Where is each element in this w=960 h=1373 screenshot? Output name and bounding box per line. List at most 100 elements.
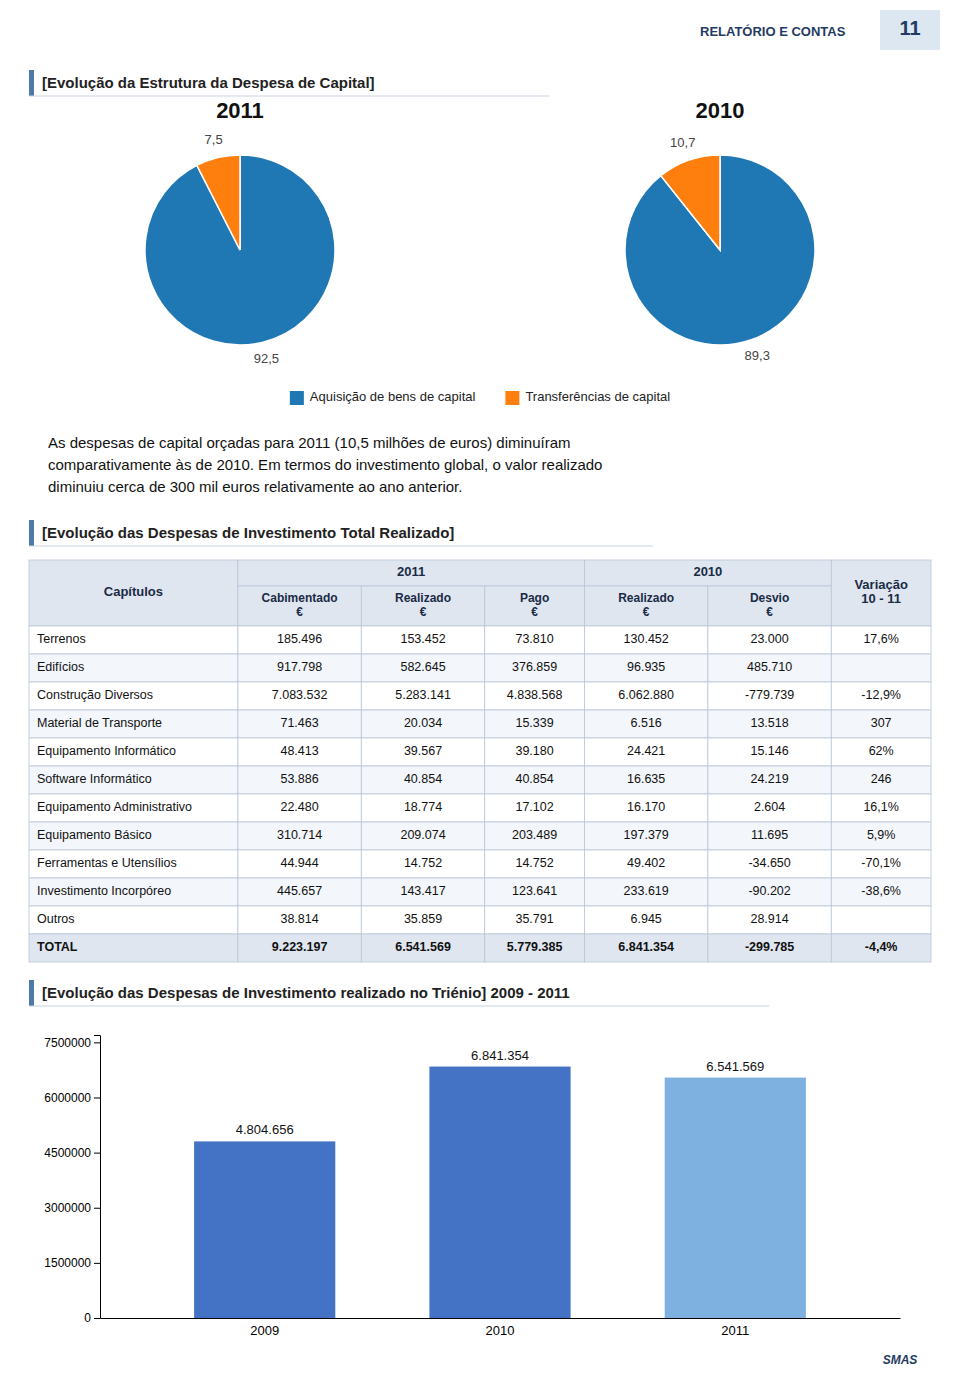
table-header-text: Realizado€ [395, 591, 451, 619]
body-text: comparativamente às de 2010. Em termos d… [48, 456, 602, 473]
table-cell-text: 15.339 [515, 716, 553, 730]
table-cell [708, 906, 831, 934]
table-header-cell [708, 586, 831, 626]
data-label: 10,7 [670, 135, 695, 150]
table-cell-text: 233.619 [624, 884, 669, 898]
table-cell [831, 626, 931, 654]
table-cell-text: 5.283.141 [395, 688, 451, 702]
table-cell-text: 38.814 [280, 912, 318, 926]
table-cell-text: 209.074 [400, 828, 445, 842]
table-cell [238, 850, 361, 878]
table-header-cell [485, 586, 585, 626]
table-cell [361, 626, 484, 654]
x-axis: 200920102011 [101, 1319, 901, 1339]
page: RELATÓRIO E CONTAS11[Evolução da Estrutu… [0, 0, 960, 1373]
table-cell [831, 822, 931, 850]
table-cell-text: 4.838.568 [507, 688, 563, 702]
table-header-cell [29, 560, 238, 626]
pie-series-title: 2010 [696, 98, 745, 123]
table-cell [584, 682, 707, 710]
table-cell [29, 766, 238, 794]
y-tick-mark [94, 1097, 100, 1098]
table-cell [831, 794, 931, 822]
table-group-cell [238, 560, 585, 586]
section-title: [Evolução da Estrutura da Despesa de Cap… [42, 74, 375, 91]
table-header-text: Pago€ [520, 591, 549, 619]
table-cell [708, 654, 831, 682]
data-label: 6.841.354 [471, 1048, 529, 1063]
table-cell-text: 130.452 [624, 632, 669, 646]
table-cell [584, 906, 707, 934]
y-axis: 015000003000000450000060000007500000 [44, 1036, 100, 1326]
table-cell [361, 794, 484, 822]
table-cell [361, 766, 484, 794]
table-cell [361, 682, 484, 710]
table-cell-text: 5.779.385 [507, 940, 563, 954]
table-cell [238, 878, 361, 906]
y-tick-label: 7500000 [44, 1036, 91, 1050]
y-tick-mark [94, 1042, 100, 1043]
table-cell-text: Terrenos [37, 632, 86, 646]
table-cell [584, 626, 707, 654]
table-cell [584, 934, 707, 962]
table-cell-text: 582.645 [400, 660, 445, 674]
table-cell-text: 246 [871, 772, 892, 786]
table-cell [29, 654, 238, 682]
table-cell [584, 878, 707, 906]
pie-slice [625, 155, 815, 345]
table-cell-text: 16.635 [627, 772, 665, 786]
table-cell-text: 376.859 [512, 660, 557, 674]
x-tick-label: 2009 [250, 1323, 279, 1338]
table-cell [238, 822, 361, 850]
table-cell [238, 654, 361, 682]
table-cell-text: 5,9% [867, 828, 896, 842]
table-cell [29, 822, 238, 850]
body-text: As despesas de capital orçadas para 2011… [48, 434, 571, 451]
table-header-text: Realizado€ [618, 591, 674, 619]
pie-slice [197, 155, 240, 250]
table-cell-text: 203.489 [512, 828, 557, 842]
table-cell [708, 710, 831, 738]
table-group-cell [584, 560, 831, 586]
section-bar [29, 70, 34, 96]
table-cell [361, 850, 484, 878]
table-cell [361, 710, 484, 738]
table-cell [238, 626, 361, 654]
table-cell-text: 7.083.532 [272, 688, 328, 702]
table-cell-text: 53.886 [280, 772, 318, 786]
table-cell [485, 738, 585, 766]
table-cell-text: Material de Transporte [37, 716, 162, 730]
table-cell [238, 794, 361, 822]
y-tick-mark [94, 1153, 100, 1154]
y-tick-label: 4500000 [44, 1146, 91, 1160]
table-cell [485, 906, 585, 934]
section-title: [Evolução das Despesas de Investimento T… [42, 524, 454, 541]
table-cell-text: 6.541.569 [395, 940, 451, 954]
table-cell [708, 738, 831, 766]
table-cell-text: 71.463 [280, 716, 318, 730]
section-bar [29, 980, 34, 1006]
table-cell-text: Equipamento Básico [37, 828, 152, 842]
table-cell [361, 654, 484, 682]
table-cell-text: Outros [37, 912, 75, 926]
table-cell-text: 39.180 [515, 744, 553, 758]
table-cell [831, 878, 931, 906]
table-cell-text: -70,1% [861, 856, 901, 870]
table-cell [238, 738, 361, 766]
legend-label: Aquisição de bens de capital [310, 389, 476, 404]
legend-swatch [290, 391, 304, 405]
y-tick: 1500000 [44, 1256, 100, 1270]
table-cell [485, 766, 585, 794]
table-cell [708, 794, 831, 822]
table-cell-text: 18.774 [404, 800, 442, 814]
table-cell [238, 710, 361, 738]
table-cell-text: -4,4% [865, 940, 898, 954]
table-cell [485, 822, 585, 850]
legend-item: Transferências de capital [505, 389, 670, 405]
table-cell-text: 13.518 [750, 716, 788, 730]
table-cell-text: Construção Diversos [37, 688, 153, 702]
table-cell-text: 6.945 [631, 912, 662, 926]
bar [194, 1141, 335, 1318]
pie: 89,310,7 [625, 135, 815, 363]
table-cell-text: 17.102 [515, 800, 553, 814]
